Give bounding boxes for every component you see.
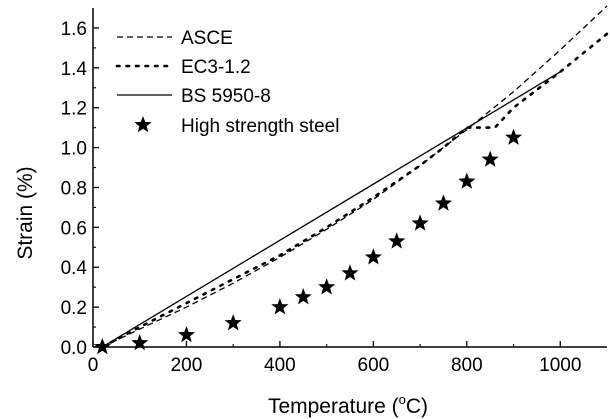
plot-axes <box>92 8 607 348</box>
x-axis-label-unit: C) <box>406 395 428 418</box>
y-axis-label: Strain (%) <box>14 166 37 259</box>
legend-high-strength-steel-symbol <box>134 116 152 133</box>
series-high-strength-steel-point <box>93 338 111 355</box>
series-high-strength-steel-point <box>458 172 476 189</box>
series-asce-line <box>102 5 608 347</box>
legend-asce-label: ASCE <box>181 28 233 49</box>
x-tick-label: 1000 <box>539 355 581 376</box>
y-tick-label: 0.6 <box>61 218 87 239</box>
series-high-strength-steel-point <box>318 278 336 295</box>
series-bs-5950-8-line <box>101 71 561 347</box>
series-ec3-1-2-line <box>101 32 609 347</box>
series-high-strength-steel-point <box>411 214 429 231</box>
series-high-strength-steel-point <box>434 194 452 211</box>
y-tick-label: 0.4 <box>61 258 88 279</box>
y-tick-label: 1.4 <box>61 59 88 80</box>
series-high-strength-steel-point <box>341 264 359 281</box>
x-axis-label-main: Temperature ( <box>268 395 399 418</box>
x-tick-label: 0 <box>88 355 99 376</box>
series-high-strength-steel-point <box>505 128 523 145</box>
series-high-strength-steel-point <box>364 248 382 265</box>
legend-high-strength-steel-label: High strength steel <box>181 116 339 137</box>
series-high-strength-steel-point <box>177 326 195 343</box>
series-high-strength-steel-point <box>131 334 149 351</box>
series-high-strength-steel-point <box>388 232 406 249</box>
legend-ec3-1-2-label: EC3-1.2 <box>181 57 251 78</box>
y-tick-label: 1.0 <box>61 139 87 160</box>
series-layer <box>93 5 609 355</box>
y-tick-label: 0.0 <box>61 338 87 359</box>
y-tick-label: 1.2 <box>61 99 87 120</box>
axis-ticks: 0 200 400 600 800 1000 0.0 0.2 0.4 0.6 0.8 1.0 1.2 1.… <box>61 19 582 376</box>
x-tick-label: 600 <box>358 355 390 376</box>
x-axis-label-degree: o <box>399 392 406 407</box>
series-high-strength-steel-point <box>271 298 289 315</box>
y-tick-label: 0.2 <box>61 298 87 319</box>
y-tick-label: 1.6 <box>61 19 87 40</box>
legend: ASCE EC3-1.2 BS 5950-8 High strength steel <box>115 28 339 137</box>
x-axis-label: Temperature (oC) <box>268 392 428 418</box>
legend-bs-5950-8-label: BS 5950-8 <box>181 86 271 107</box>
series-high-strength-steel-point <box>224 314 242 331</box>
x-tick-label: 200 <box>171 355 203 376</box>
x-tick-label: 800 <box>451 355 483 376</box>
series-high-strength-steel-point <box>481 150 499 167</box>
y-tick-label: 0.8 <box>61 178 87 199</box>
x-tick-label: 400 <box>264 355 296 376</box>
series-high-strength-steel-point <box>294 288 312 305</box>
